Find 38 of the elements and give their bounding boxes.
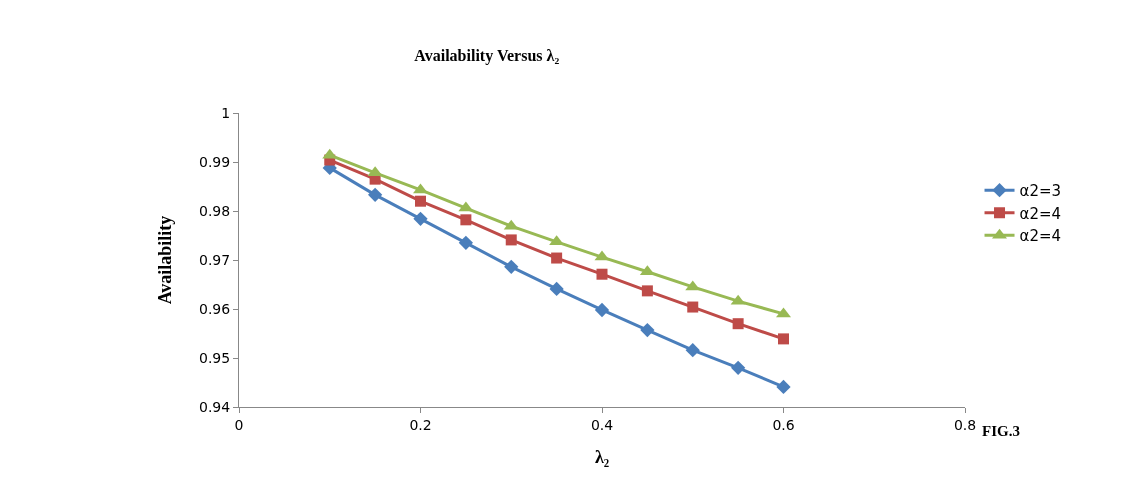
x-tick-label: 0.6 xyxy=(772,416,795,433)
y-axis-title: Availability xyxy=(155,215,176,305)
x-tick-label: 0.2 xyxy=(409,416,432,433)
y-tick-label: 0.96 xyxy=(199,300,231,317)
y-tick-label: 0.97 xyxy=(199,251,231,268)
y-tick-label: 1 xyxy=(221,104,231,121)
point xyxy=(687,301,699,313)
point xyxy=(732,318,744,330)
x-axis-title: λ₂ xyxy=(594,446,610,467)
y-tick-label: 0.94 xyxy=(199,398,231,415)
point xyxy=(685,343,700,358)
y-tick-label: 0.99 xyxy=(199,153,231,170)
point xyxy=(641,285,653,297)
point xyxy=(505,234,517,246)
x-tick-label: 0 xyxy=(234,416,244,433)
point xyxy=(640,322,655,338)
point xyxy=(594,302,610,318)
legend-label: α2=3 xyxy=(1019,182,1062,201)
point xyxy=(367,187,383,202)
caption: FIG.3 xyxy=(982,423,1020,439)
y-tick-label: 0.95 xyxy=(199,349,231,366)
point xyxy=(778,333,789,345)
chart-title: Availability Versus λ₂ xyxy=(414,46,560,65)
x-tick-label: 0.8 xyxy=(953,416,977,433)
legend-label: α2=4 xyxy=(1019,204,1062,223)
point xyxy=(458,235,474,250)
point xyxy=(596,268,608,280)
point xyxy=(551,252,563,264)
legend-label: α2=4 xyxy=(1019,227,1062,246)
point xyxy=(413,211,428,226)
point xyxy=(504,259,519,275)
point xyxy=(730,360,746,375)
point xyxy=(460,214,472,226)
y-tick-label: 0.98 xyxy=(199,202,231,219)
point xyxy=(776,379,791,395)
point xyxy=(549,281,564,297)
point xyxy=(415,195,426,207)
x-tick-label: 0.4 xyxy=(590,416,614,433)
